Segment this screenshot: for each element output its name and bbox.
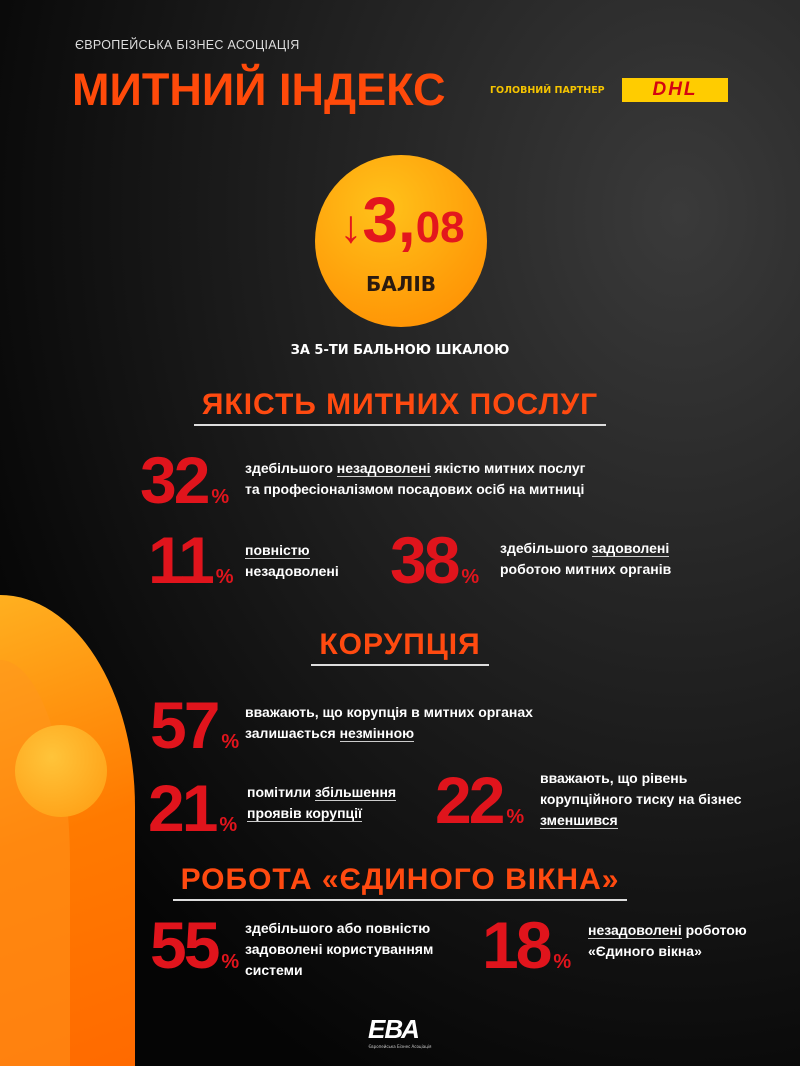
stat-description: вважають, що корупція в митних органах за… (245, 704, 533, 742)
stat-description: незадоволені роботою «Єдиного вікна» (588, 922, 747, 959)
stat-value: 18% (482, 908, 572, 982)
section-title-single-window: РОБОТА «ЄДИНОГО ВІКНА» (0, 863, 800, 901)
stat-description: здебільшого або повністю задоволені корис… (245, 920, 434, 978)
stat-value: 32% (140, 443, 230, 517)
score-unit: БАЛІВ (365, 272, 437, 296)
partner-label: ГОЛОВНИЙ ПАРТНЕР (490, 85, 605, 96)
eba-logo: ЕВА (368, 1014, 420, 1044)
section-title-quality: ЯКІСТЬ МИТНИХ ПОСЛУГ (0, 388, 800, 426)
stat-value: 38% (390, 523, 480, 597)
page-title: МИТНИЙ ІНДЕКС (72, 64, 446, 115)
score-value: ↓3,08 (312, 188, 492, 260)
eba-logo-subtitle: Європейська Бізнес Асоціація (368, 1044, 432, 1049)
stat-value: 21% (148, 771, 238, 845)
score-scale: ЗА 5-ТИ БАЛЬНОЮ ШКАЛОЮ (290, 343, 510, 358)
stat-value: 11% (148, 523, 234, 597)
section-title-text: ЯКІСТЬ МИТНИХ ПОСЛУГ (193, 388, 607, 426)
organization-name: ЄВРОПЕЙСЬКА БІЗНЕС АСОЦІАЦІЯ (75, 38, 300, 52)
stat-value: 55% (150, 908, 240, 982)
dhl-logo-text: DHL (652, 79, 698, 100)
section-title-text: КОРУПЦІЯ (311, 628, 489, 666)
stat-description: помітили збільшення проявів корупції (247, 784, 397, 822)
dhl-logo: DHL (622, 78, 728, 102)
stat-description: вважають, що рівень корупційного тиску на… (540, 770, 742, 829)
section-title-text: РОБОТА «ЄДИНОГО ВІКНА» (172, 863, 628, 901)
stat-description: здебільшого задоволені роботою митних орг… (500, 540, 672, 577)
decorative-circle (15, 725, 107, 817)
arrow-down-icon: ↓ (339, 200, 363, 252)
stat-value: 57% (150, 688, 240, 762)
score-decimal: 08 (415, 203, 465, 252)
stat-value: 22% (435, 763, 525, 837)
score-circle (315, 155, 487, 327)
section-title-corruption: КОРУПЦІЯ (0, 628, 800, 666)
stat-description: повністю незадоволені (245, 542, 339, 579)
stat-description: здебільшого незадоволені якістю митних п… (245, 460, 586, 497)
score-integer: 3, (362, 184, 416, 256)
